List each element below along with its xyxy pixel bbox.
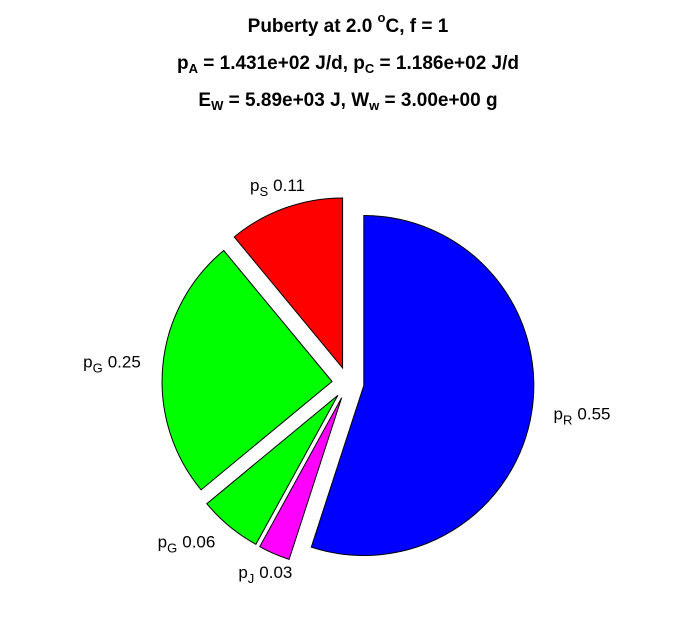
chart-title: pA = 1.431e+02 J/d, pC = 1.186e+02 J/d: [177, 53, 519, 76]
subscript: A: [189, 61, 199, 76]
slice-label: pG 0.06: [158, 533, 216, 556]
pie-slice: [259, 397, 343, 560]
slice-value: 0.06: [182, 533, 215, 552]
subscript: G: [93, 361, 103, 376]
slice-label: pS 0.11: [250, 177, 305, 200]
subscript: R: [563, 413, 572, 428]
text-part: E: [198, 90, 211, 111]
chart-title: Puberty at 2.0 oC, f = 1: [248, 10, 449, 37]
text-part: p: [83, 353, 92, 372]
subscript: w: [368, 98, 380, 113]
subscript: J: [248, 571, 255, 586]
slice-value: 0.55: [577, 405, 610, 424]
text-part: p: [250, 177, 259, 196]
slice-value: 0.25: [108, 353, 141, 372]
subscript: G: [167, 541, 177, 556]
pie-slice: [161, 249, 333, 491]
text-part: = 5.89e+03 J, W: [223, 90, 369, 111]
text-part: p: [238, 563, 247, 582]
subscript: C: [365, 61, 375, 76]
slice-label: pG 0.25: [83, 353, 141, 376]
text-part: = 1.186e+02 J/d: [374, 53, 519, 74]
slice-label: pJ 0.03: [238, 563, 292, 586]
text-part: p: [554, 405, 563, 424]
text-part: = 3.00e+00 g: [379, 90, 497, 111]
subscript: W: [211, 98, 224, 113]
text-part: p: [158, 533, 167, 552]
slice-value: 0.03: [259, 563, 292, 582]
text-part: C, f = 1: [386, 16, 449, 37]
supscript: o: [378, 10, 386, 25]
pie-slice: [206, 394, 339, 545]
text-part: = 1.431e+02 J/d, p: [198, 53, 365, 74]
subscript: S: [259, 185, 268, 200]
pie-slice: [310, 215, 535, 557]
slice-value: 0.11: [273, 177, 305, 196]
text-part: Puberty at 2.0: [248, 16, 378, 37]
chart-title: EW = 5.89e+03 J, Ww = 3.00e+00 g: [198, 90, 497, 113]
slice-label: pR 0.55: [554, 405, 611, 428]
text-part: p: [177, 53, 189, 74]
pie-slice: [233, 197, 344, 370]
